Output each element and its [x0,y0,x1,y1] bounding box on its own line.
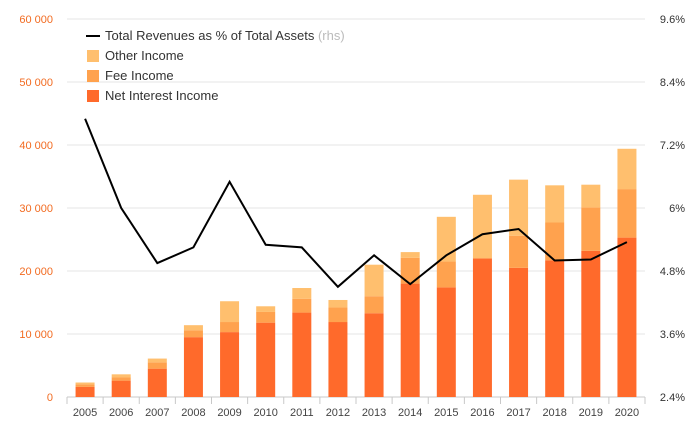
bar-segment [292,312,312,397]
bar-segment [75,382,95,385]
bars [75,148,637,397]
bar-segment [364,296,384,314]
bar-segment [472,194,492,259]
x-tick-label: 2015 [434,407,458,419]
y-left-tick-label: 20 000 [19,266,53,278]
x-tick-label: 2009 [217,407,241,419]
y-right-tick-label: 9.6% [660,14,685,26]
bar-segment [292,288,312,299]
x-tick-label: 2016 [470,407,494,419]
x-tick-label: 2007 [145,407,169,419]
legend-label: Other Income [105,48,184,63]
bar-segment [545,222,565,261]
legend-label: Fee Income [105,68,174,83]
bar-segment [400,283,420,397]
bar-segment [472,258,492,397]
legend: Total Revenues as % of Total Assets (rhs… [86,28,345,103]
bar-segment [436,261,456,288]
line-series [84,118,628,289]
bar-segment [364,264,384,297]
y-right-tick-label: 3.6% [660,329,685,341]
x-tick-label: 2019 [579,407,603,419]
legend-label: Total Revenues as % of Total Assets (rhs… [105,28,345,43]
bar-segment [220,301,240,323]
bar-segment [220,322,240,333]
legend-swatch [87,70,99,82]
bar-segment [220,332,240,397]
bar-segment [111,374,131,378]
y-right-tick-label: 2.4% [660,392,685,404]
x-tick-label: 2012 [326,407,350,419]
y-right-tick-label: 6% [669,203,685,215]
bar-segment [111,380,131,397]
bar-segment [545,260,565,397]
legend-label: Net Interest Income [105,88,218,103]
y-right-tick-label: 8.4% [660,77,685,89]
y-left-tick-label: 30 000 [19,203,53,215]
x-tick-label: 2020 [615,407,639,419]
y-left-tick-label: 0 [47,392,53,404]
bar-segment [183,330,203,338]
x-tick-label: 2018 [542,407,566,419]
x-tick-label: 2017 [506,407,530,419]
x-tick-label: 2008 [181,407,205,419]
y-left-tick-label: 40 000 [19,140,53,152]
bar-segment [581,250,601,397]
bar-segment [292,298,312,313]
bar-segment [75,386,95,397]
y-left-tick-label: 50 000 [19,77,53,89]
x-tick-label: 2014 [398,407,422,419]
bar-segment [328,307,348,323]
bar-segment [509,179,529,236]
y-right-tick-label: 7.2% [660,140,685,152]
bar-segment [147,362,167,369]
bar-segment [617,189,637,238]
x-tick-label: 2011 [290,407,314,419]
bar-segment [400,257,420,284]
bar-segment [400,252,420,258]
bar-segment [328,322,348,397]
bar-segment [75,384,95,387]
bar-segment [147,368,167,397]
bar-segment [581,207,601,251]
x-tick-label: 2013 [362,407,386,419]
bar-segment [256,306,276,312]
bar-segment [509,235,529,268]
bar-segment [183,337,203,397]
bar-segment [436,216,456,262]
bar-segment [436,287,456,397]
x-tick-label: 2010 [253,407,277,419]
bar-segment [581,184,601,208]
revenue-ratio-line [84,118,628,289]
bar-segment [617,237,637,397]
y-left-tick-label: 10 000 [19,329,53,341]
legend-swatch [87,50,99,62]
x-tick-label: 2005 [73,407,97,419]
bar-segment [111,377,131,381]
legend-swatch [87,90,99,102]
y-left-tick-label: 60 000 [19,14,53,26]
bar-segment [617,148,637,190]
bar-segment [256,311,276,323]
bar-segment [509,267,529,397]
axes: 0 10 000 20 000 30 000 40 000 50 000 60 000 2.4… [19,14,685,419]
bar-segment [183,325,203,331]
y-right-tick-label: 4.8% [660,266,685,278]
bar-segment [364,313,384,397]
bar-segment [147,358,167,363]
bar-segment [545,185,565,223]
x-tick-label: 2006 [109,407,133,419]
bar-segment [256,322,276,397]
bar-segment [328,299,348,308]
